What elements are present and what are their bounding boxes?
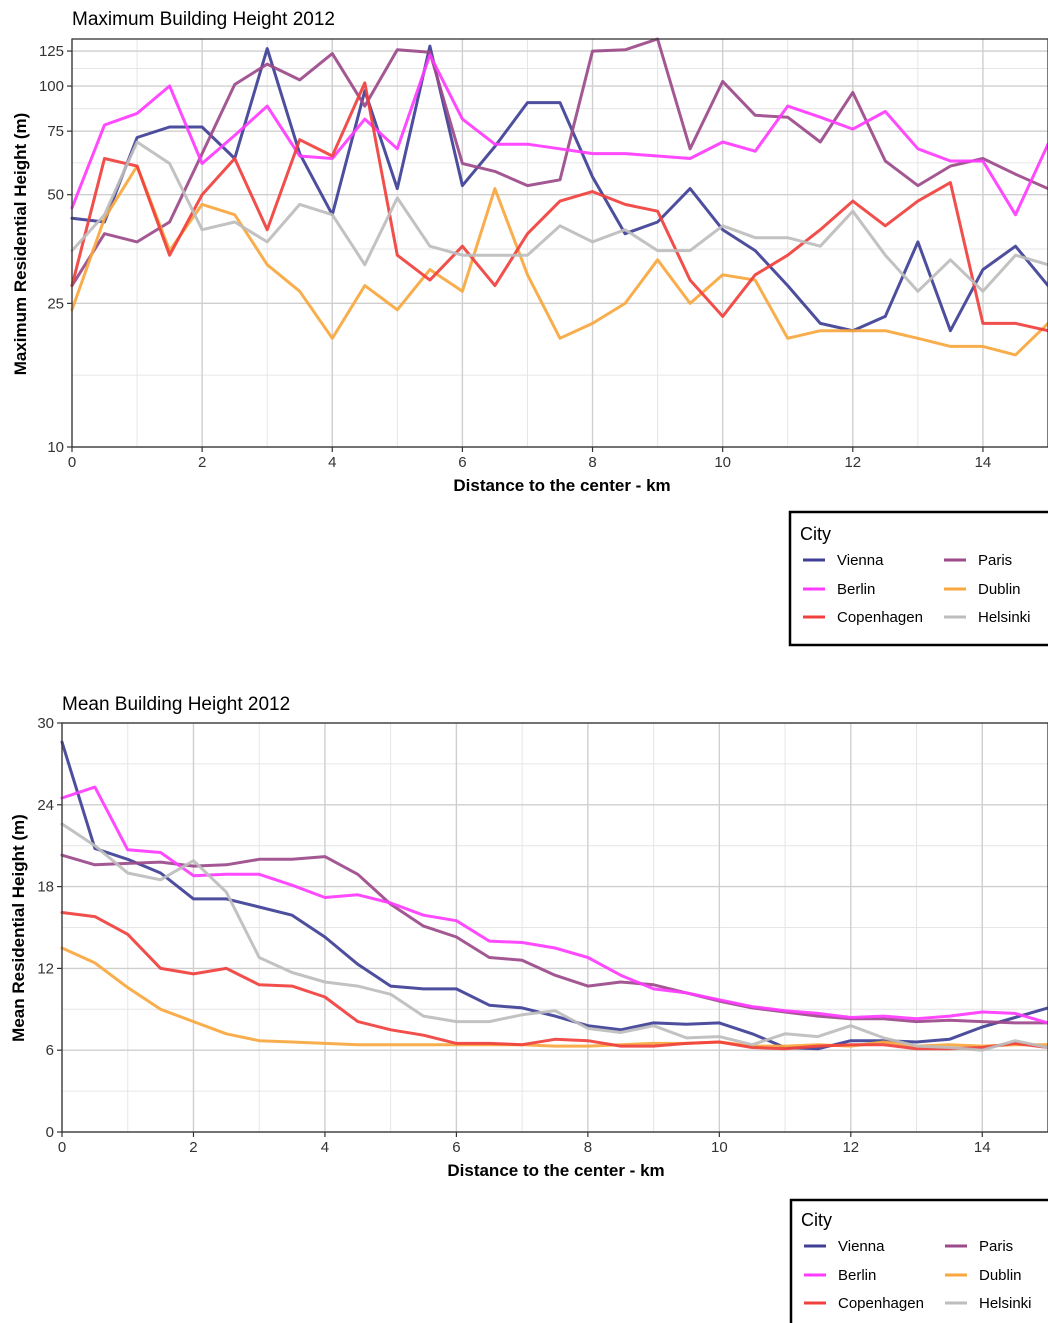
legend-box bbox=[788, 510, 1048, 647]
y-tick-label: 10 bbox=[47, 439, 64, 456]
legend-label-paris: Paris bbox=[978, 552, 1012, 569]
legend-label-vienna: Vienna bbox=[838, 1238, 885, 1255]
x-tick-label: 10 bbox=[714, 454, 731, 471]
x-tick-label: 14 bbox=[975, 454, 992, 471]
series-line-copenhagen bbox=[70, 81, 1048, 333]
legend-label-dublin: Dublin bbox=[979, 1267, 1022, 1284]
x-tick-label: 8 bbox=[584, 1139, 592, 1156]
y-axis-title: Maximum Residential Height (m) bbox=[11, 113, 30, 376]
x-tick-label: 8 bbox=[588, 454, 596, 471]
legend-label-berlin: Berlin bbox=[838, 1267, 876, 1284]
x-tick-label: 6 bbox=[458, 454, 466, 471]
plot-series bbox=[70, 37, 1048, 357]
legend-label-copenhagen: Copenhagen bbox=[837, 609, 923, 626]
series-line-dublin bbox=[70, 164, 1048, 357]
y-tick-label: 0 bbox=[46, 1124, 54, 1141]
plot-grid bbox=[61, 722, 1048, 1133]
series-line-paris bbox=[60, 853, 1048, 1025]
series-line-copenhagen bbox=[60, 911, 1048, 1051]
legend-label-paris: Paris bbox=[979, 1238, 1013, 1255]
legend: City Vienna Paris Berlin Dublin Copenhagen He… bbox=[789, 1198, 1048, 1323]
y-tick-label: 100 bbox=[39, 78, 64, 95]
legend-label-helsinki: Helsinki bbox=[979, 1295, 1032, 1312]
legend-label-vienna: Vienna bbox=[837, 552, 884, 569]
mean-height-chart: Mean Building Height 2012 0 2 4 6 8 10 12 14061… bbox=[9, 694, 1048, 1323]
x-tick-label: 12 bbox=[844, 454, 861, 471]
series-line-paris bbox=[70, 37, 1048, 288]
series-line-berlin bbox=[70, 53, 1048, 217]
x-tick-label: 2 bbox=[189, 1139, 197, 1156]
y-tick-label: 6 bbox=[46, 1042, 54, 1059]
plot-series bbox=[60, 740, 1048, 1052]
chart-title: Mean Building Height 2012 bbox=[62, 694, 290, 715]
x-tick-label: 4 bbox=[321, 1139, 329, 1156]
legend-title: City bbox=[800, 524, 831, 544]
y-tick-label: 25 bbox=[47, 295, 64, 312]
legend: City Vienna Paris Berlin Dublin Copenhagen He… bbox=[788, 510, 1048, 647]
x-tick-label: 0 bbox=[58, 1139, 66, 1156]
series-line-vienna bbox=[70, 44, 1048, 333]
y-axis-title: Mean Residential Height (m) bbox=[9, 814, 28, 1042]
x-tick-label: 6 bbox=[452, 1139, 460, 1156]
x-tick-label: 10 bbox=[711, 1139, 728, 1156]
x-axis-title: Distance to the center - km bbox=[453, 476, 670, 495]
legend-label-helsinki: Helsinki bbox=[978, 609, 1031, 626]
legend-title: City bbox=[801, 1210, 832, 1230]
y-tick-label: 30 bbox=[37, 715, 54, 732]
y-tick-label: 125 bbox=[39, 43, 64, 60]
series-line-dublin bbox=[60, 946, 1048, 1048]
chart-title: Maximum Building Height 2012 bbox=[72, 9, 335, 30]
series-line-berlin bbox=[60, 785, 1048, 1025]
plot-axes: 0 2 4 6 8 10 12 14 10 25 50 75 100 125 bbox=[39, 38, 1048, 471]
y-tick-label: 50 bbox=[47, 187, 64, 204]
legend-label-copenhagen: Copenhagen bbox=[838, 1295, 924, 1312]
y-tick-label: 24 bbox=[37, 797, 54, 814]
legend-label-berlin: Berlin bbox=[837, 581, 875, 598]
x-tick-label: 0 bbox=[68, 454, 76, 471]
y-tick-label: 75 bbox=[47, 123, 64, 140]
series-line-helsinki bbox=[60, 822, 1048, 1052]
series-line-vienna bbox=[60, 740, 1048, 1051]
x-tick-label: 4 bbox=[328, 454, 336, 471]
y-tick-label: 18 bbox=[37, 879, 54, 896]
series-line-helsinki bbox=[70, 140, 1048, 293]
x-axis-title: Distance to the center - km bbox=[447, 1161, 664, 1180]
x-tick-label: 14 bbox=[974, 1139, 991, 1156]
legend-label-dublin: Dublin bbox=[978, 581, 1021, 598]
panel-border bbox=[61, 722, 1048, 1133]
plot-grid bbox=[71, 39, 1048, 448]
legend-box bbox=[789, 1198, 1048, 1323]
x-tick-label: 12 bbox=[842, 1139, 859, 1156]
y-tick-label: 12 bbox=[37, 960, 54, 977]
panel-border bbox=[71, 38, 1048, 448]
max-height-chart: Maximum Building Height 2012 0 2 4 6 8 10 12 14… bbox=[11, 9, 1048, 647]
x-tick-label: 2 bbox=[198, 454, 206, 471]
